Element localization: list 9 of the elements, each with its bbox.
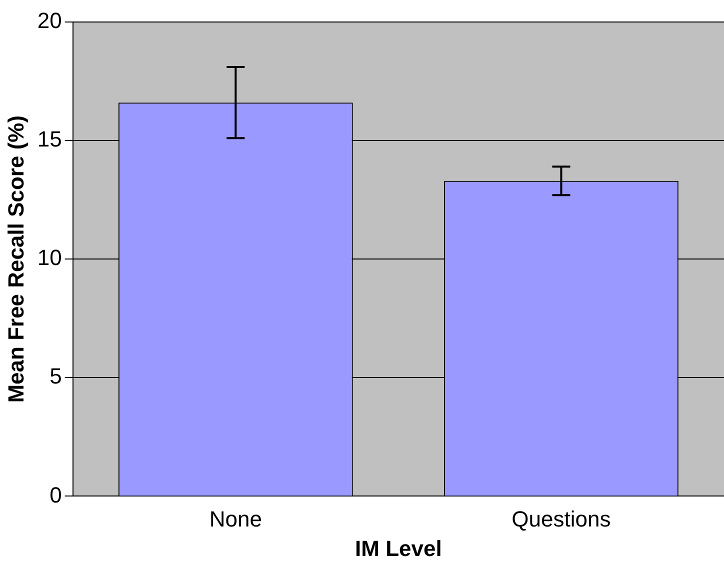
y-tick-label: 20 [37, 8, 62, 34]
x-tick-label: None [209, 506, 262, 532]
y-tick-label: 15 [37, 126, 62, 152]
x-tick-label: Questions [512, 506, 611, 532]
y-tick-label: 0 [50, 482, 62, 508]
y-axis-title: Mean Free Recall Score (%) [3, 115, 28, 403]
y-tick-label: 10 [37, 245, 62, 270]
x-axis-title: IM Level [355, 536, 442, 561]
y-tick-label: 5 [50, 364, 62, 389]
